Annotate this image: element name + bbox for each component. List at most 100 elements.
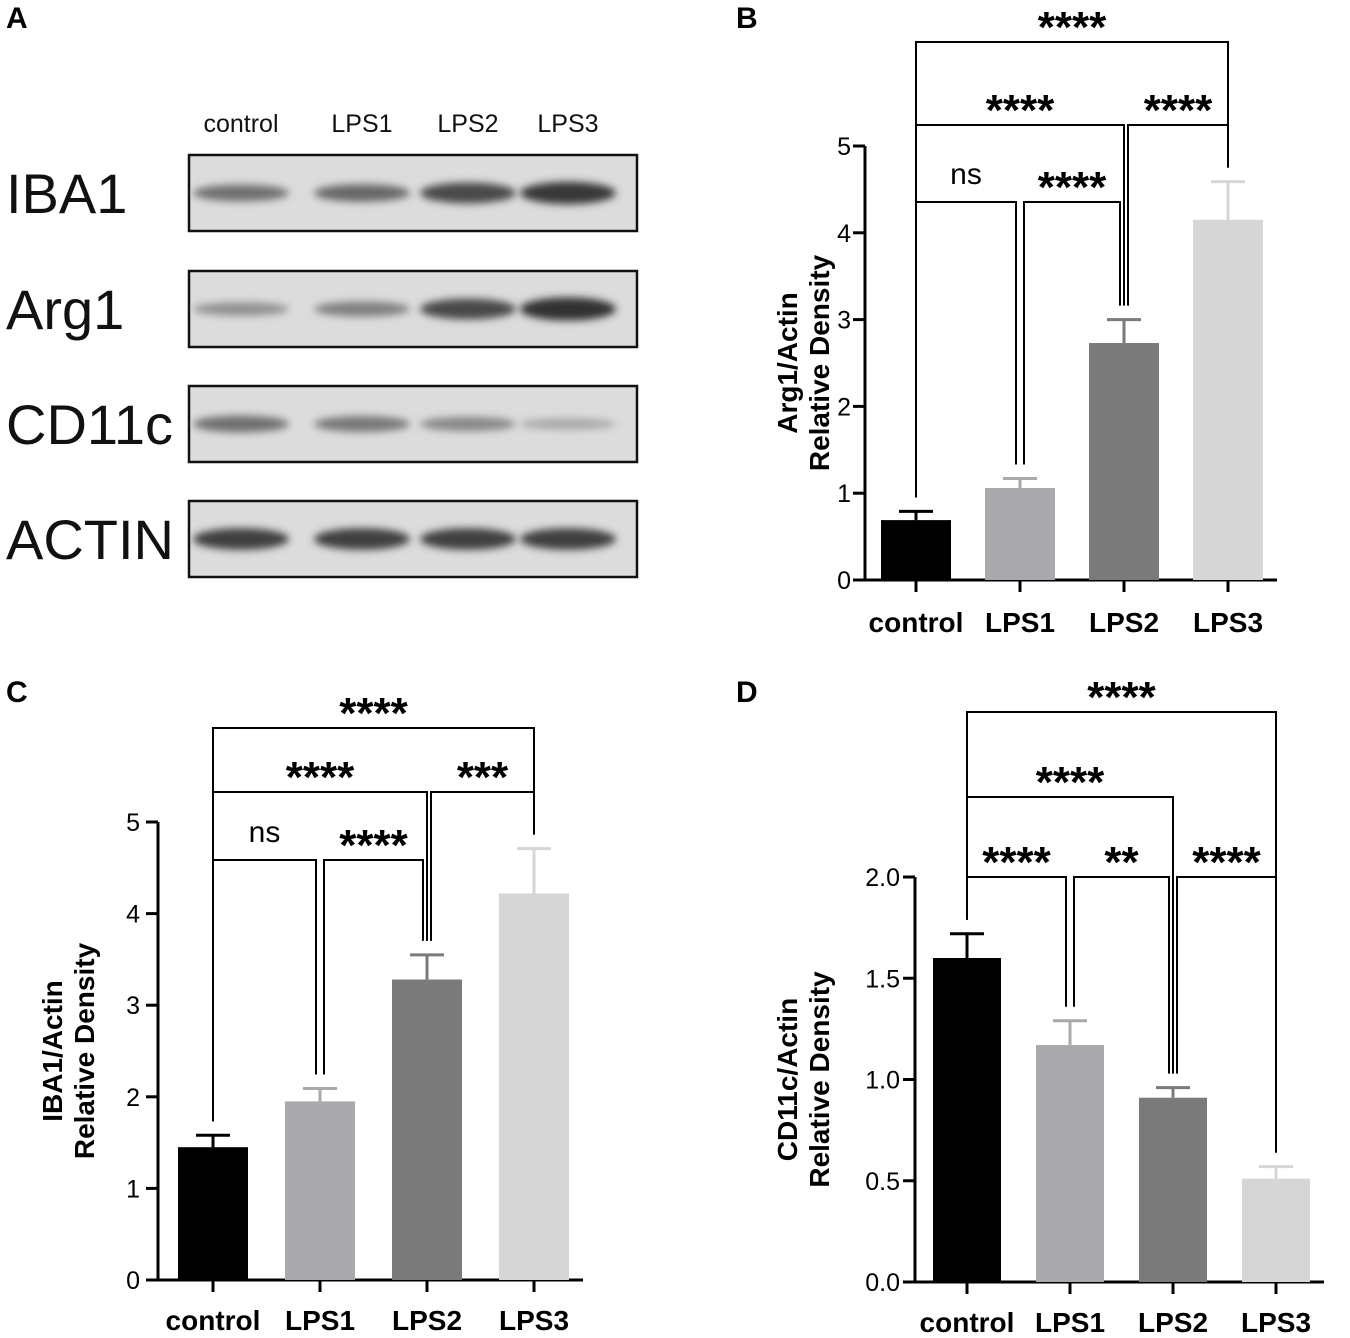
significance-label: ****: [1192, 838, 1261, 887]
blot-band: [314, 184, 410, 202]
significance-bracket: [323, 859, 424, 1075]
x-tick-label: LPS2: [392, 1305, 462, 1336]
significance-label: ****: [986, 86, 1055, 135]
panel-d-letter: D: [736, 676, 758, 709]
significance-bracket: [1023, 201, 1121, 465]
significance-label: ****: [1144, 86, 1213, 135]
panel-a-letter: A: [6, 2, 28, 35]
blot-band: [520, 528, 616, 550]
y-tick-label: 5: [126, 809, 140, 837]
blot-band: [193, 415, 289, 433]
panel-c-letter: C: [6, 676, 28, 709]
bar: [881, 520, 951, 580]
x-tick-label: LPS2: [1138, 1307, 1208, 1338]
significance-label: **: [1104, 838, 1139, 887]
significance-label: ns: [950, 158, 982, 191]
bar: [1242, 1178, 1310, 1282]
blot-band: [314, 528, 410, 550]
significance-label: ****: [1036, 758, 1105, 807]
y-axis-label: Relative Density: [804, 254, 835, 471]
blot-row-label: IBA1: [6, 162, 127, 225]
y-tick-label: 0: [837, 567, 851, 595]
blot-band: [193, 302, 289, 316]
cd11c-bar-chart: 0.0 0.5 1.0 1.5 2.0 CD11c/Actin Relative Densi…: [772, 673, 1324, 1338]
y-tick-label: 0.5: [865, 1168, 900, 1196]
arg1-bar-chart: 0 1 2 3 4 5 Arg1/Actin Relative Density control L…: [772, 3, 1277, 638]
bar: [285, 1101, 355, 1280]
y-axis-label: IBA1/Actin: [37, 980, 68, 1122]
y-tick-label: 5: [837, 133, 851, 161]
bar: [1139, 1097, 1207, 1282]
blot-band: [420, 416, 516, 432]
significance-bracket: [966, 711, 1277, 1153]
significance-bracket: [915, 201, 1017, 498]
x-tick-label: LPS1: [985, 607, 1055, 638]
lane-label: LPS3: [537, 110, 598, 138]
blot-row-label: ACTIN: [6, 508, 174, 571]
y-tick-label: 0: [126, 1267, 140, 1295]
blot-band: [420, 182, 516, 204]
significance-bracket: [212, 859, 317, 1122]
y-tick-label: 1.0: [865, 1067, 900, 1095]
bar: [1036, 1045, 1104, 1282]
y-axis-label: Relative Density: [69, 942, 100, 1159]
significance-label: ***: [457, 753, 509, 802]
lane-label: LPS1: [331, 110, 392, 138]
bar: [392, 979, 462, 1280]
y-tick-label: 1.5: [865, 965, 900, 993]
bar: [1193, 219, 1263, 580]
y-axis-label: Arg1/Actin: [772, 292, 803, 434]
x-tick-label: control: [869, 607, 964, 638]
y-axis-label: Relative Density: [804, 971, 835, 1188]
blot-band: [193, 184, 289, 202]
bar: [933, 958, 1001, 1282]
significance-label: ns: [249, 816, 281, 849]
y-tick-label: 1: [837, 480, 851, 508]
lane-label: control: [203, 110, 278, 138]
blot-band: [520, 297, 616, 321]
significance-label: ****: [1038, 3, 1107, 52]
blot-band: [520, 181, 616, 205]
significance-bracket: [212, 727, 535, 1122]
x-tick-label: LPS3: [499, 1305, 569, 1336]
x-tick-label: control: [920, 1307, 1015, 1338]
significance-label: ****: [286, 753, 355, 802]
x-tick-label: LPS3: [1193, 607, 1263, 638]
significance-label: ****: [339, 821, 408, 870]
blot-band: [420, 528, 516, 550]
x-tick-label: LPS1: [1035, 1307, 1105, 1338]
x-tick-label: control: [166, 1305, 261, 1336]
y-tick-label: 3: [126, 992, 140, 1020]
blot-band: [314, 301, 410, 317]
y-tick-label: 2: [837, 393, 851, 421]
significance-label: ****: [982, 838, 1051, 887]
y-tick-label: 2.0: [865, 864, 900, 892]
y-tick-label: 3: [837, 307, 851, 335]
significance-bracket: [1073, 876, 1170, 1074]
x-tick-label: LPS3: [1241, 1307, 1311, 1338]
y-tick-label: 2: [126, 1084, 140, 1112]
significance-label: ****: [1087, 673, 1156, 722]
blot-band: [520, 418, 616, 430]
lane-label: LPS2: [437, 110, 498, 138]
western-blot-panel: control LPS1 LPS2 LPS3 IBA1 Arg1 CD11c ACTIN: [6, 110, 639, 579]
blot-row-label: Arg1: [6, 278, 124, 341]
significance-label: ****: [339, 689, 408, 738]
bar: [499, 893, 569, 1280]
bar: [985, 487, 1055, 580]
y-tick-label: 4: [837, 220, 851, 248]
bar: [178, 1147, 248, 1280]
blot-row-label: CD11c: [6, 393, 173, 456]
significance-bracket: [915, 41, 1229, 498]
blot-band: [420, 298, 516, 320]
y-axis-label: CD11c/Actin: [772, 998, 803, 1161]
x-tick-label: LPS1: [285, 1305, 355, 1336]
y-tick-label: 1: [126, 1175, 140, 1203]
significance-label: ****: [1038, 163, 1107, 212]
iba1-bar-chart: 0 1 2 3 4 5 IBA1/Actin Relative Density control L…: [37, 689, 583, 1336]
blot-band: [314, 416, 410, 432]
panel-b-letter: B: [736, 2, 758, 35]
blot-band: [193, 528, 289, 550]
y-tick-label: 0.0: [865, 1269, 900, 1297]
x-tick-label: LPS2: [1089, 607, 1159, 638]
